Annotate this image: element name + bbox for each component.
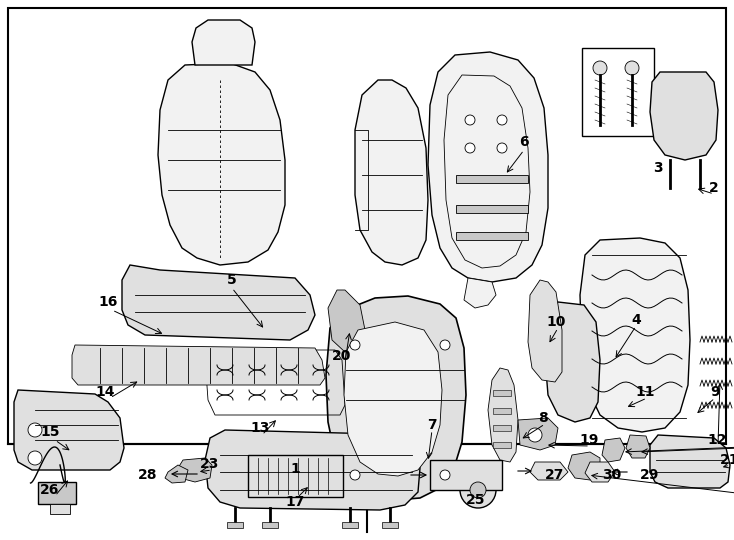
- Bar: [493, 408, 511, 414]
- Bar: [262, 522, 278, 528]
- Bar: [342, 522, 358, 528]
- Circle shape: [465, 143, 475, 153]
- Circle shape: [460, 472, 496, 508]
- Circle shape: [593, 61, 607, 75]
- Polygon shape: [428, 52, 548, 282]
- Bar: [456, 205, 528, 213]
- Text: 2: 2: [709, 181, 719, 195]
- Polygon shape: [585, 462, 615, 482]
- Polygon shape: [464, 278, 496, 308]
- Text: 20: 20: [333, 349, 352, 363]
- Text: 16: 16: [98, 295, 117, 309]
- Text: 7: 7: [427, 418, 437, 432]
- Text: 4: 4: [631, 313, 641, 327]
- Text: 11: 11: [635, 385, 655, 399]
- Circle shape: [497, 143, 507, 153]
- Polygon shape: [626, 435, 650, 458]
- Text: 30: 30: [603, 468, 622, 482]
- Text: 25: 25: [466, 493, 486, 507]
- Text: 21: 21: [720, 453, 734, 467]
- Polygon shape: [72, 345, 325, 385]
- Circle shape: [440, 470, 450, 480]
- Text: 28: 28: [138, 468, 158, 482]
- Bar: [456, 232, 528, 240]
- Polygon shape: [545, 302, 600, 422]
- Polygon shape: [568, 452, 600, 480]
- Circle shape: [465, 115, 475, 125]
- Polygon shape: [165, 465, 188, 483]
- Text: 9: 9: [711, 385, 720, 399]
- Text: 26: 26: [40, 483, 59, 497]
- Text: 19: 19: [579, 433, 599, 447]
- Text: 13: 13: [250, 421, 269, 435]
- Text: 17: 17: [286, 495, 305, 509]
- Polygon shape: [355, 80, 428, 265]
- Bar: [456, 175, 528, 183]
- Circle shape: [350, 340, 360, 350]
- Text: 8: 8: [538, 411, 548, 425]
- Text: 15: 15: [40, 425, 59, 439]
- Bar: [493, 390, 511, 396]
- Text: 29: 29: [640, 468, 660, 482]
- Polygon shape: [122, 265, 315, 340]
- Polygon shape: [328, 290, 365, 352]
- Circle shape: [470, 482, 486, 498]
- Circle shape: [528, 428, 542, 442]
- Polygon shape: [528, 280, 562, 382]
- Circle shape: [625, 61, 639, 75]
- Text: 10: 10: [546, 315, 566, 329]
- Bar: [493, 442, 511, 448]
- Circle shape: [497, 115, 507, 125]
- Bar: [38, 482, 76, 504]
- Polygon shape: [192, 20, 255, 65]
- Polygon shape: [518, 418, 558, 450]
- Bar: [382, 522, 398, 528]
- Polygon shape: [488, 368, 518, 462]
- Text: 1: 1: [290, 462, 300, 476]
- Polygon shape: [580, 238, 690, 432]
- Polygon shape: [650, 72, 718, 160]
- Text: 27: 27: [545, 468, 564, 482]
- Polygon shape: [344, 322, 442, 476]
- Circle shape: [440, 340, 450, 350]
- Polygon shape: [530, 462, 568, 480]
- Bar: [50, 504, 70, 514]
- Circle shape: [28, 451, 42, 465]
- Polygon shape: [326, 296, 466, 500]
- Polygon shape: [158, 63, 285, 265]
- Bar: [430, 460, 502, 490]
- Circle shape: [28, 423, 42, 437]
- Bar: [582, 48, 654, 136]
- Bar: [8, 8, 726, 444]
- Text: 14: 14: [95, 385, 115, 399]
- Polygon shape: [602, 438, 625, 462]
- Text: 3: 3: [653, 161, 663, 175]
- Text: 5: 5: [227, 273, 237, 287]
- Text: 6: 6: [519, 135, 528, 149]
- Bar: [248, 455, 343, 497]
- Circle shape: [350, 470, 360, 480]
- Polygon shape: [205, 430, 420, 510]
- Bar: [493, 425, 511, 431]
- Text: 23: 23: [200, 457, 219, 471]
- Polygon shape: [178, 458, 212, 482]
- Text: 12: 12: [708, 433, 727, 447]
- Polygon shape: [14, 390, 124, 470]
- Bar: [227, 522, 243, 528]
- Polygon shape: [650, 435, 730, 488]
